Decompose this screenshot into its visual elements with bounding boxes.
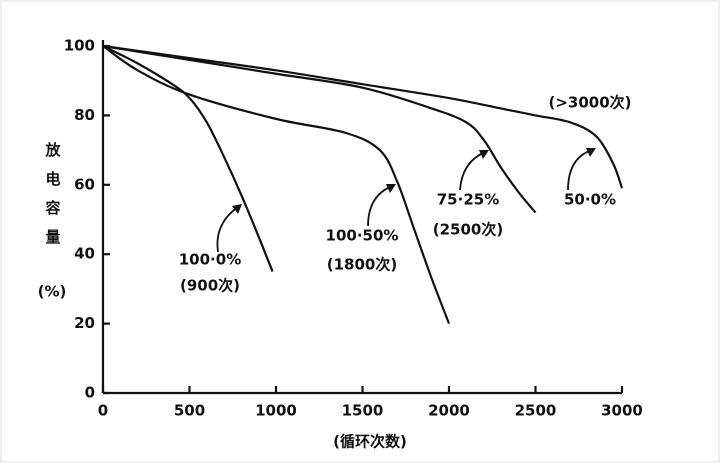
- curve: [102, 44, 537, 214]
- curve-label: (1800次): [327, 256, 397, 274]
- x-tick-label: 0: [98, 402, 108, 420]
- curve-label: (900次): [180, 277, 240, 295]
- x-tick-label: 3000: [601, 402, 643, 420]
- curve-label: (2500次): [433, 221, 503, 239]
- y-tick-label: 80: [74, 106, 95, 124]
- x-tick-label: 500: [174, 402, 205, 420]
- y-tick-label: 40: [74, 245, 95, 263]
- arrows: [216, 148, 596, 253]
- y-tick-label: 0: [85, 384, 95, 402]
- curve: [102, 44, 624, 189]
- arrow: [216, 206, 239, 253]
- x-tick-label: 1500: [342, 402, 384, 420]
- y-tick-label: 20: [74, 314, 95, 332]
- arrowhead: [386, 184, 396, 193]
- curve-label: 100·50%: [326, 227, 399, 245]
- curve-label: 75·25%: [437, 191, 499, 209]
- curve-label: (>3000次): [548, 94, 631, 112]
- x-tick-label: 2000: [428, 402, 470, 420]
- curve-label: 50·0%: [564, 191, 616, 209]
- curve: [102, 45, 451, 324]
- y-tick-label: 100: [64, 37, 95, 55]
- x-tick-label: 1000: [255, 402, 297, 420]
- x-tick-label: 2500: [515, 402, 557, 420]
- arrowhead: [232, 204, 242, 214]
- y-axis-label: 放电容量: [44, 141, 62, 258]
- arrowhead: [586, 148, 596, 157]
- arrowhead: [479, 150, 489, 159]
- curve: [102, 45, 274, 272]
- curve-label: 100·0%: [179, 251, 241, 269]
- x-axis-label: (循环次数): [333, 433, 407, 451]
- y-axis-unit: (%): [38, 283, 67, 301]
- y-tick-label: 60: [74, 175, 95, 193]
